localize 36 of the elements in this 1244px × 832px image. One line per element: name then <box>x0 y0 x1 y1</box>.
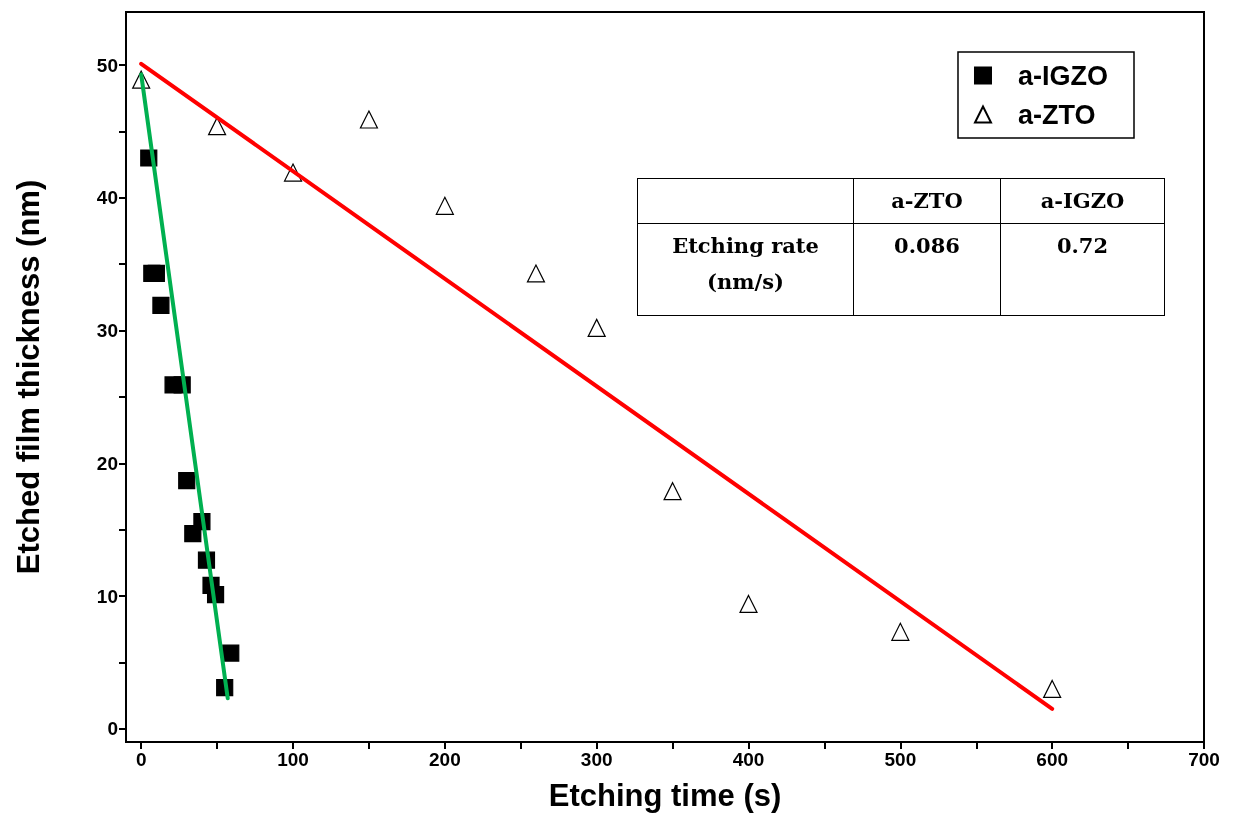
legend-label: a-IGZO <box>1018 60 1109 91</box>
y-tick-label: 30 <box>96 320 118 342</box>
x-tick-label: 600 <box>1036 749 1069 770</box>
point <box>222 644 240 662</box>
x-axis-title: Etching time (s) <box>548 778 782 813</box>
x-tick-label: 400 <box>732 749 765 770</box>
point <box>663 482 682 501</box>
point <box>739 594 758 614</box>
x-tick-label: 500 <box>884 749 917 770</box>
x-tick-label: 0 <box>135 749 147 770</box>
point <box>587 318 606 337</box>
y-tick-label: 20 <box>96 452 118 474</box>
x-tick-label: 100 <box>277 749 309 770</box>
annotation: Etching rate (nm/s) <box>637 223 854 316</box>
y-tick-label: 50 <box>96 54 118 76</box>
point <box>435 196 454 215</box>
x-tick-label: 200 <box>428 749 461 770</box>
point <box>152 296 170 314</box>
x-tick-label: 300 <box>580 749 613 770</box>
annotation: 0.086 <box>853 223 1001 316</box>
annotation: 0.72 <box>1000 223 1165 316</box>
x-tick-label: 700 <box>1188 749 1220 770</box>
y-tick-label: 40 <box>96 187 118 209</box>
legend-label: a-ZTO <box>1018 99 1096 130</box>
point <box>208 117 227 136</box>
point <box>1043 679 1062 699</box>
annotation: a-IGZO <box>1000 178 1165 224</box>
y-tick-label: 10 <box>96 585 118 607</box>
annotation: a-ZTO <box>853 178 1001 224</box>
y-tick-label: 0 <box>107 718 118 740</box>
point <box>891 622 910 641</box>
point <box>359 110 379 129</box>
point <box>147 264 165 283</box>
y-axis-title: Etched film thickness (nm) <box>11 179 46 575</box>
point <box>526 264 546 283</box>
point <box>178 471 196 490</box>
